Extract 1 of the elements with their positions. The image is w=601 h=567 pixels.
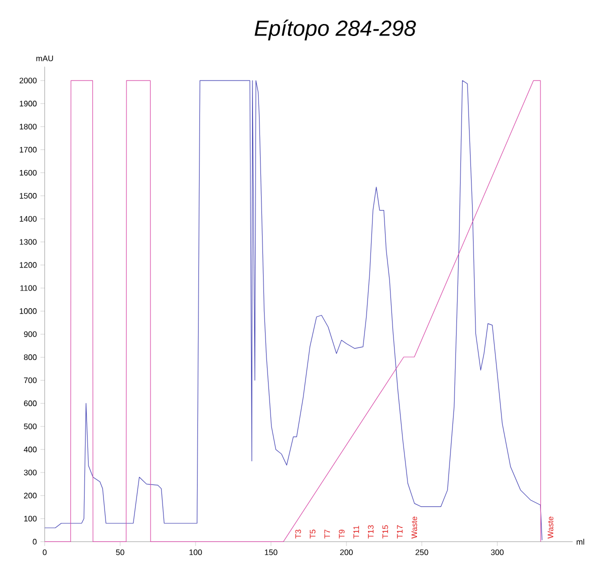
chart-title: Epítopo 284-298 bbox=[254, 20, 416, 40]
